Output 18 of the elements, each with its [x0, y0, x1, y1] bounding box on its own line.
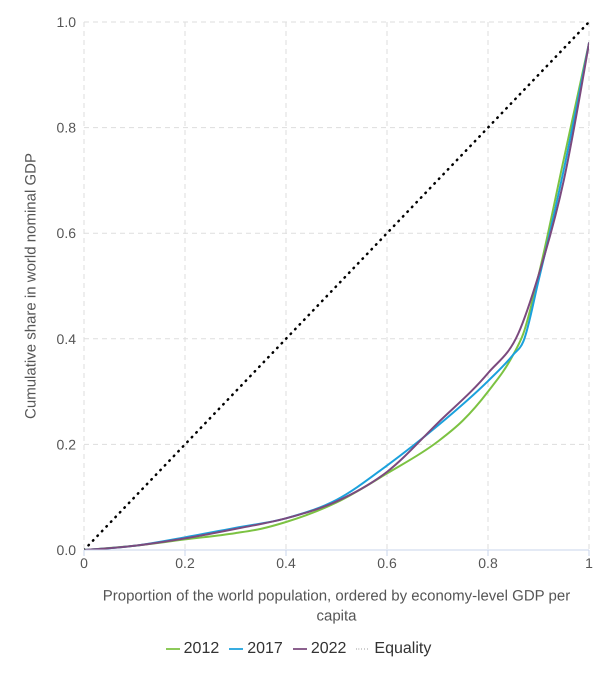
y-axis-title: Cumulative share in world nominal GDP: [22, 153, 40, 419]
y-tick-label: 0.6: [56, 225, 76, 242]
x-tick-label: 0.6: [377, 554, 397, 571]
y-tick-label: 0.8: [56, 120, 76, 136]
y-tick-label: 0.2: [56, 436, 76, 452]
x-tick-label: 0: [80, 554, 88, 571]
x-axis-title: Proportion of the world population, ordered by economy-level GDP per capita: [102, 588, 570, 625]
x-tick-label: 1: [585, 554, 594, 571]
y-tick-label: 1.0: [56, 14, 76, 30]
y-tick-label: 0.0: [56, 542, 76, 558]
legend-label: Equality: [374, 640, 432, 657]
y-tick-label: 0.4: [56, 330, 76, 347]
legend-label: 2022: [310, 640, 346, 657]
x-tick-label: 0.8: [478, 554, 498, 571]
legend-label: 2017: [247, 640, 283, 657]
legend-label: 2012: [184, 640, 220, 657]
x-tick-label: 0.2: [175, 554, 195, 571]
x-tick-label: 0.4: [276, 554, 296, 571]
